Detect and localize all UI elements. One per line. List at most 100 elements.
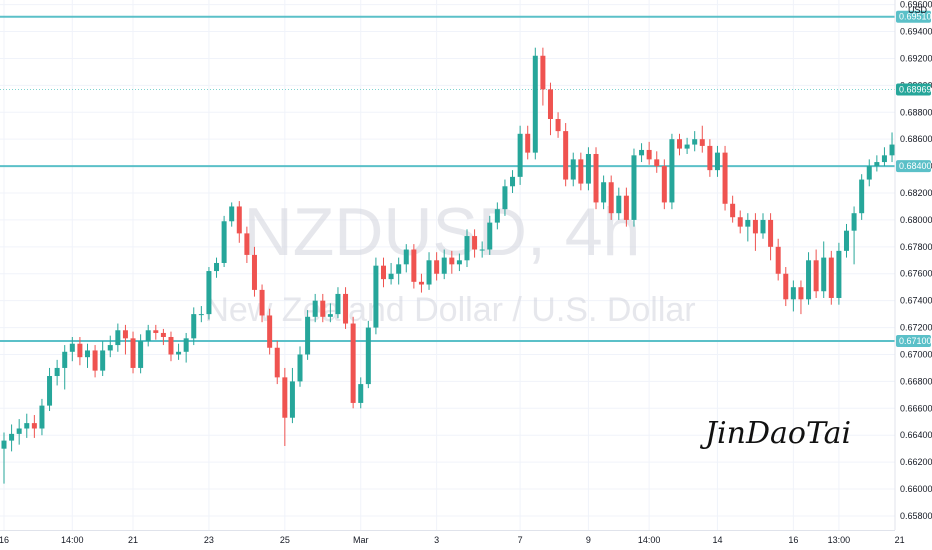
candle-body [9,433,15,441]
candle-body [251,254,257,290]
candle [684,137,690,154]
time-tick-label: 14:00 [638,535,661,545]
candle-body [267,315,273,348]
candle [616,187,622,220]
candle-body [221,221,227,263]
last-price-label-box [896,83,931,96]
candle-body [532,55,538,153]
candle [623,187,629,227]
price-tick-label: 0.68600 [900,134,932,144]
candle-body [418,281,424,285]
time-axis[interactable]: 16 14:00 21 23 25 Mar 3 7 9 14:00 14 16 13:00 21 [0,530,905,546]
candle-body [517,133,523,177]
price-tick-label: 0.67200 [900,323,932,333]
candle-body [661,166,667,203]
price-tick-label: 0.66400 [900,430,932,440]
candle-body [100,350,106,371]
candle-body [593,153,599,203]
time-tick-label: 16 [788,535,798,545]
candle [783,267,789,307]
candle [768,213,774,261]
price-tick-label: 0.66600 [900,403,932,413]
candle [479,241,485,258]
candle [456,253,462,272]
candle [464,229,470,268]
candle [122,324,128,355]
candle-body [472,236,478,250]
candle [547,82,553,136]
candle [487,215,493,255]
candle [517,125,523,185]
candle [244,226,250,263]
candle [821,241,827,298]
candle [297,346,303,387]
candle-body [411,249,417,282]
candle [631,148,637,227]
candle-body [191,314,197,339]
candle [881,147,887,167]
candle-body [851,213,857,231]
candle-body [859,179,865,214]
candle [866,159,872,187]
candle [138,334,144,374]
candle-body [821,257,827,292]
candle-body [69,343,75,352]
candle-body [707,145,713,171]
candle [130,331,136,374]
candle [365,320,371,389]
candle-body [669,139,675,203]
candle [828,250,834,305]
candle [661,159,667,210]
candle [221,215,227,268]
candle-body [381,265,386,280]
candle [77,336,83,366]
price-tick-label: 0.67800 [900,242,932,252]
candle [183,332,189,363]
price-tick-label: 0.66200 [900,457,932,467]
candle-body [555,118,561,132]
candle [798,280,804,315]
time-tick-label: 3 [434,535,439,545]
candle-body [881,155,887,163]
candle [449,250,455,274]
candle-body [282,377,288,418]
candle-body [456,260,462,265]
candle [403,244,409,273]
candle-body [130,338,136,368]
candle [312,293,318,323]
candle-body [297,354,303,382]
candle-body [578,159,584,184]
candle-body [730,203,736,218]
candle [39,398,45,436]
time-tick-label: 25 [280,535,290,545]
candle-body [236,206,242,234]
candle-body [441,257,447,274]
candle-body [244,233,250,255]
level-label-box [896,335,931,348]
candle-body [806,260,812,300]
candle-body [373,265,379,328]
candle [752,213,758,251]
candle [555,112,561,138]
signature: JinDaoTai [699,416,851,451]
candle-body [176,351,182,355]
candle-body [601,182,607,203]
candle-body [745,219,751,227]
candle-body [722,152,728,204]
candle [145,324,151,347]
candle [699,125,705,153]
candle [9,424,15,452]
candle-body [145,330,151,342]
price-axis[interactable]: 0.65800 0.66000 0.66200 0.66400 0.66600 0.668… [894,0,932,530]
candle [107,335,113,358]
candle-body [616,195,622,214]
candle-body [737,217,743,227]
candle [654,151,660,173]
candle [790,280,796,312]
candle [206,267,212,320]
candle [320,293,326,323]
candle [441,249,447,280]
time-tick-label: 14 [712,535,722,545]
price-tick-label: 0.67400 [900,296,932,306]
